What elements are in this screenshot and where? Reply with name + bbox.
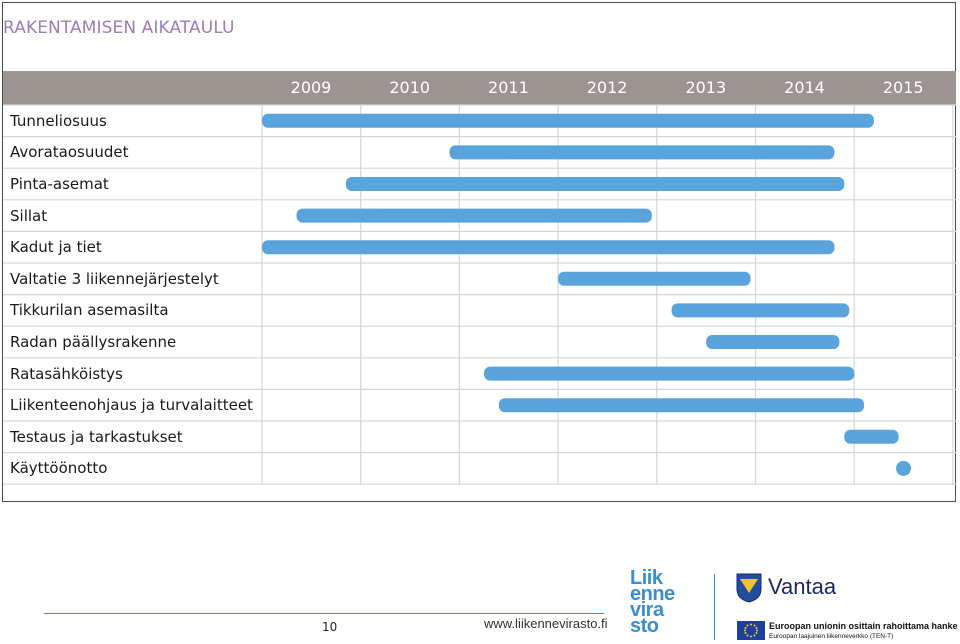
eu-flag-icon xyxy=(737,621,765,640)
logo-divider xyxy=(714,574,715,640)
logo-line-1: Liik xyxy=(630,567,663,589)
year-tick-label: 2014 xyxy=(784,78,825,97)
year-tick-label: 2012 xyxy=(586,78,628,97)
task-label: Tunneliosuus xyxy=(10,111,107,130)
task-label: Tikkurilan asemasilta xyxy=(10,301,169,320)
year-tick-label: 2013 xyxy=(685,78,727,97)
year-tick-label: 2010 xyxy=(389,78,431,97)
year-tick-label: 2015 xyxy=(882,78,924,97)
footer-url[interactable]: www.liikennevirasto.fi xyxy=(484,616,608,631)
task-label: Testaus ja tarkastukset xyxy=(10,427,183,446)
year-tick-label: 2009 xyxy=(290,78,332,97)
task-label: Sillat xyxy=(10,206,48,225)
footer-divider xyxy=(44,613,604,614)
task-label: Avorataosuudet xyxy=(10,143,129,162)
page-number: 10 xyxy=(322,620,338,634)
liikennevirasto-logo: Liik enne vira sto xyxy=(630,567,705,637)
task-label: Radan päällysrakenne xyxy=(10,333,177,351)
logo-line-3: vira xyxy=(630,599,664,621)
task-label: Valtatie 3 liikennejärjestelyt xyxy=(10,269,219,288)
chart-title: RAKENTAMISEN AIKATAULU xyxy=(3,18,235,38)
logo-line-2: enne xyxy=(630,583,675,605)
vantaa-crest-icon xyxy=(736,573,762,603)
task-label: Ratasähköistys xyxy=(10,364,123,383)
eu-funding-text: Euroopan unionin osittain rahoittama han… xyxy=(769,621,958,631)
task-label: Kadut ja tiet xyxy=(10,238,102,257)
task-label: Pinta-asemat xyxy=(10,175,109,193)
task-label: Liikenteenohjaus ja turvalaitteet xyxy=(10,396,253,415)
year-tick-label: 2011 xyxy=(488,78,529,97)
year-header-bar xyxy=(3,71,956,105)
logo-line-4: sto xyxy=(630,615,659,637)
vantaa-logo-text: Vantaa xyxy=(768,574,837,599)
task-label: Käyttöönotto xyxy=(10,459,108,478)
ten-t-text: Euroopan laajuinen liikenneverkko (TEN-T… xyxy=(769,633,894,640)
